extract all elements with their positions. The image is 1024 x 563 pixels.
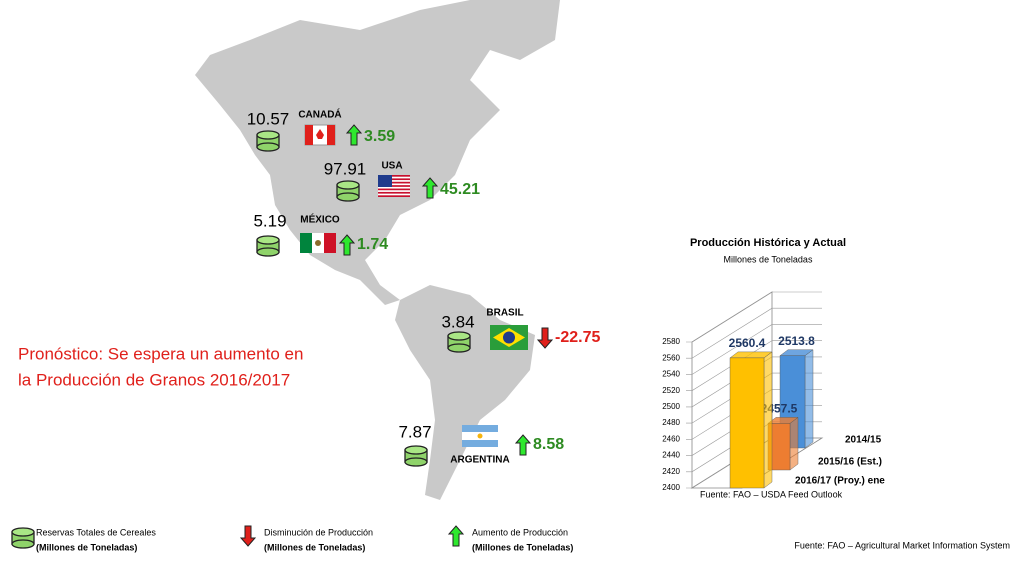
- value-label: 2560.4: [729, 336, 766, 350]
- grid-line: [686, 307, 822, 359]
- bar-side: [763, 351, 773, 489]
- reserve-icon-top: [336, 192, 360, 202]
- flag: [378, 181, 410, 184]
- category-label: 2014/15: [845, 435, 882, 446]
- country-name: CANADÁ: [298, 108, 341, 121]
- reserve-icon-top: [447, 343, 471, 353]
- bar-side: [804, 349, 814, 449]
- reserve-icon-top: [256, 142, 280, 152]
- legend-unit: (Millones de Toneladas): [36, 542, 137, 552]
- reserves-value: 10.57: [247, 109, 290, 128]
- note-line: la Producción de Granos 2016/2017: [18, 370, 290, 389]
- grid-line: [686, 291, 822, 343]
- country-name: BRASIL: [486, 308, 523, 319]
- y-tick-label: 2480: [662, 418, 680, 427]
- reserve-icon-top: [256, 130, 280, 140]
- value-label: 2513.8: [778, 334, 815, 348]
- y-tick-label: 2540: [662, 370, 680, 379]
- reserve-icon-top: [404, 445, 428, 455]
- reserve-icon-top: [11, 527, 35, 537]
- increase-arrow: [447, 525, 465, 547]
- north-america: [195, 0, 560, 305]
- y-tick-label: 2520: [662, 386, 680, 395]
- reserve-icon-top: [404, 457, 428, 467]
- flag: [477, 433, 483, 439]
- y-tick-label: 2580: [662, 337, 680, 346]
- reserves-value: 5.19: [253, 211, 286, 230]
- flag: [327, 125, 335, 145]
- legend-label: Aumento de Producción: [472, 527, 568, 537]
- reserve-icon-top: [336, 180, 360, 190]
- flag: [378, 195, 410, 198]
- country-name: ARGENTINA: [450, 455, 509, 466]
- chart-subtitle: Millones de Toneladas: [724, 254, 813, 264]
- legend-unit: (Millones de Toneladas): [264, 542, 365, 552]
- decrease-arrow: [239, 525, 257, 547]
- reserve-icon-top: [447, 331, 471, 341]
- decrease-arrow: [536, 327, 554, 349]
- category-label: 2015/16 (Est.): [818, 457, 882, 468]
- flag: [305, 125, 313, 145]
- flag: [316, 129, 324, 139]
- legend-label: Reservas Totales de Cereales: [36, 527, 156, 537]
- flag: [315, 240, 321, 246]
- y-tick-label: 2420: [662, 467, 680, 476]
- y-tick-label: 2460: [662, 434, 680, 443]
- reserve-icon-top: [256, 247, 280, 257]
- chart-title: Producción Histórica y Actual: [690, 237, 846, 249]
- reserve-icon-top: [256, 235, 280, 245]
- reserve-icon-top: [11, 539, 35, 549]
- flag: [378, 188, 410, 191]
- y-tick-label: 2440: [662, 451, 680, 460]
- reserves-value: 3.84: [441, 312, 474, 331]
- production-change: 3.59: [364, 128, 395, 145]
- legend-unit: (Millones de Toneladas): [472, 542, 573, 552]
- legend-label: Disminución de Producción: [264, 527, 373, 537]
- bar-side: [789, 416, 799, 471]
- increase-arrow: [421, 177, 439, 199]
- reserves-value: 7.87: [398, 422, 431, 441]
- chart-source: Fuente: FAO – USDA Feed Outlook: [700, 489, 843, 499]
- flag: [378, 191, 410, 194]
- y-tick-label: 2400: [662, 483, 680, 492]
- flag: [378, 175, 392, 187]
- flag: [378, 178, 410, 181]
- flag: [378, 175, 410, 177]
- production-change: 45.21: [440, 181, 480, 198]
- flag: [503, 331, 515, 344]
- increase-arrow: [514, 434, 532, 456]
- production-change: 8.58: [533, 436, 564, 453]
- flag: [378, 185, 410, 187]
- production-change: -22.75: [555, 329, 600, 346]
- flag: [300, 233, 312, 253]
- y-tick-label: 2560: [662, 353, 680, 362]
- increase-arrow: [338, 234, 356, 256]
- country-name: MÉXICO: [300, 213, 340, 226]
- flag: [462, 425, 498, 432]
- bar: [729, 357, 765, 489]
- increase-arrow: [345, 124, 363, 146]
- flag: [462, 440, 498, 447]
- grid-line: [686, 324, 822, 375]
- category-label: 2016/17 (Proy.) ene: [795, 476, 885, 487]
- country-name: USA: [381, 161, 402, 172]
- flag: [324, 233, 336, 253]
- reserves-value: 97.91: [324, 159, 367, 178]
- source: Fuente: FAO – Agricultural Market Inform…: [794, 540, 1010, 550]
- y-tick-label: 2500: [662, 402, 680, 411]
- note-line: Pronóstico: Se espera un aumento en: [18, 344, 303, 363]
- production-change: 1.74: [357, 236, 388, 253]
